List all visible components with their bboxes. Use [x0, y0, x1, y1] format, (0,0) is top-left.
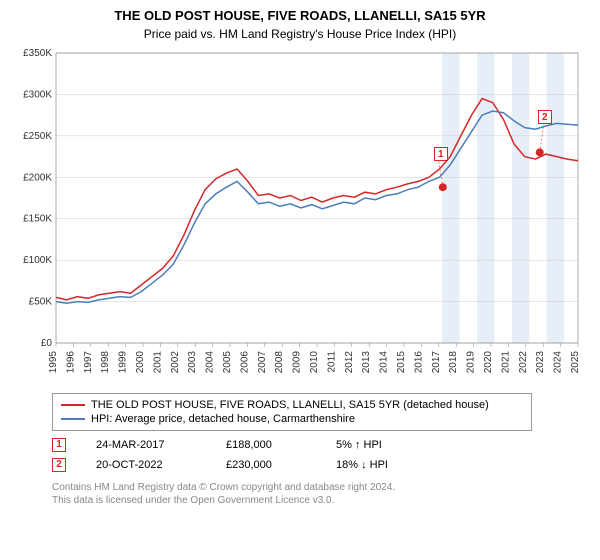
legend-row: HPI: Average price, detached house, Carm… — [61, 412, 523, 426]
sale-hpi: 18% ↓ HPI — [336, 459, 436, 471]
svg-text:1998: 1998 — [100, 350, 111, 373]
svg-text:2005: 2005 — [222, 350, 233, 373]
legend-swatch — [61, 404, 85, 406]
svg-text:2002: 2002 — [170, 350, 181, 373]
legend-label: HPI: Average price, detached house, Carm… — [91, 413, 355, 425]
svg-text:2015: 2015 — [396, 350, 407, 373]
sale-row: 2 20-OCT-2022 £230,000 18% ↓ HPI — [52, 455, 588, 475]
footer-attribution: Contains HM Land Registry data © Crown c… — [52, 481, 588, 507]
svg-text:£50K: £50K — [29, 296, 53, 307]
footer-line: This data is licensed under the Open Gov… — [52, 494, 588, 507]
legend-box: THE OLD POST HOUSE, FIVE ROADS, LLANELLI… — [52, 393, 532, 431]
chart-subtitle: Price paid vs. HM Land Registry's House … — [12, 27, 588, 41]
svg-text:1999: 1999 — [118, 350, 129, 373]
sale-date: 20-OCT-2022 — [96, 459, 196, 471]
sale-marker-1: 1 — [434, 147, 448, 161]
svg-text:2012: 2012 — [344, 350, 355, 373]
svg-text:2003: 2003 — [187, 350, 198, 373]
svg-text:2022: 2022 — [518, 350, 529, 373]
legend-row: THE OLD POST HOUSE, FIVE ROADS, LLANELLI… — [61, 398, 523, 412]
svg-text:2011: 2011 — [326, 350, 337, 372]
sales-table: 1 24-MAR-2017 £188,000 5% ↑ HPI 2 20-OCT-2022… — [52, 435, 588, 475]
sale-row: 1 24-MAR-2017 £188,000 5% ↑ HPI — [52, 435, 588, 455]
sale-marker: 2 — [52, 458, 66, 472]
svg-text:2018: 2018 — [448, 350, 459, 373]
sale-price: £188,000 — [226, 439, 306, 451]
sale-date: 24-MAR-2017 — [96, 439, 196, 451]
svg-text:2024: 2024 — [553, 350, 564, 373]
legend-swatch — [61, 418, 85, 420]
chart-container: THE OLD POST HOUSE, FIVE ROADS, LLANELLI… — [0, 0, 600, 560]
svg-text:2006: 2006 — [239, 350, 250, 373]
svg-text:2021: 2021 — [500, 350, 511, 373]
svg-text:£150K: £150K — [23, 214, 52, 225]
svg-text:2016: 2016 — [413, 350, 424, 373]
svg-text:£100K: £100K — [23, 255, 52, 266]
svg-text:2014: 2014 — [379, 350, 390, 373]
svg-text:£350K: £350K — [23, 48, 52, 59]
svg-text:2010: 2010 — [309, 350, 320, 373]
sale-price: £230,000 — [226, 459, 306, 471]
svg-text:1995: 1995 — [48, 350, 59, 373]
line-chart-svg: £0 £50K £100K £150K £200K £250K £300K £350K 1995… — [12, 47, 588, 387]
svg-text:£200K: £200K — [23, 172, 52, 183]
plot-area: £0 £50K £100K £150K £200K £250K £300K £350K 1995… — [12, 47, 588, 387]
sale-marker-2: 2 — [538, 110, 552, 124]
svg-text:2004: 2004 — [205, 350, 216, 373]
svg-text:2001: 2001 — [152, 350, 163, 373]
sale-hpi: 5% ↑ HPI — [336, 439, 436, 451]
svg-text:1997: 1997 — [83, 350, 94, 373]
svg-text:2000: 2000 — [135, 350, 146, 373]
sale-marker: 1 — [52, 438, 66, 452]
svg-text:2020: 2020 — [483, 350, 494, 373]
svg-text:2007: 2007 — [257, 350, 268, 373]
footer-line: Contains HM Land Registry data © Crown c… — [52, 481, 588, 494]
svg-text:2017: 2017 — [431, 350, 442, 373]
svg-text:1996: 1996 — [65, 350, 76, 373]
svg-text:2009: 2009 — [292, 350, 303, 373]
chart-title: THE OLD POST HOUSE, FIVE ROADS, LLANELLI… — [12, 8, 588, 25]
svg-text:2013: 2013 — [361, 350, 372, 373]
svg-text:2023: 2023 — [535, 350, 546, 373]
svg-text:2008: 2008 — [274, 350, 285, 373]
svg-text:2019: 2019 — [466, 350, 477, 373]
svg-text:£300K: £300K — [23, 89, 52, 100]
svg-text:2025: 2025 — [570, 350, 581, 373]
legend-label: THE OLD POST HOUSE, FIVE ROADS, LLANELLI… — [91, 399, 489, 411]
svg-text:£0: £0 — [41, 338, 53, 349]
svg-text:£250K: £250K — [23, 131, 52, 142]
